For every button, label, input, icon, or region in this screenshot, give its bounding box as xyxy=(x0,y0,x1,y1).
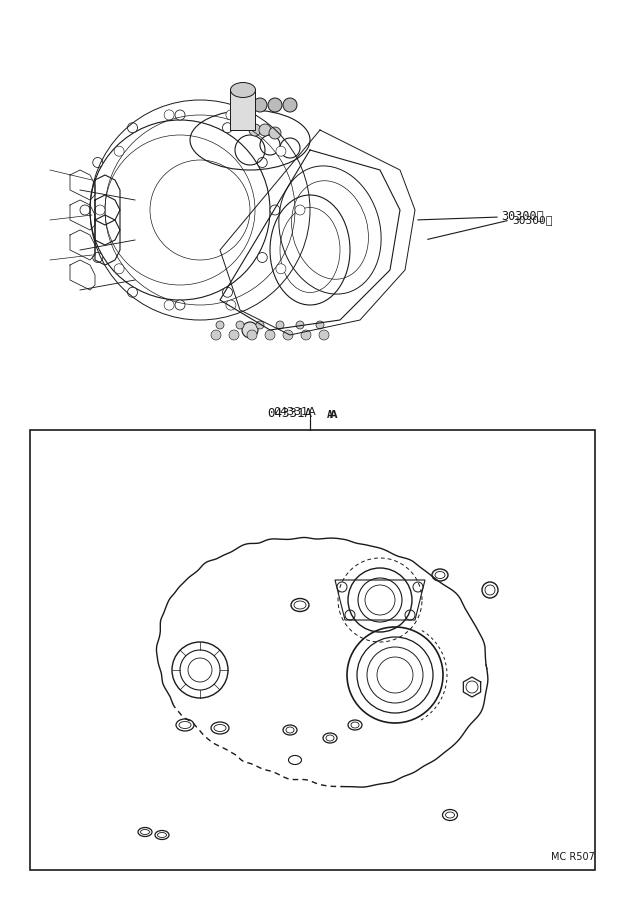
Circle shape xyxy=(249,124,261,136)
Ellipse shape xyxy=(231,83,255,97)
Circle shape xyxy=(216,321,224,329)
Circle shape xyxy=(257,253,267,263)
Bar xyxy=(230,90,255,130)
Circle shape xyxy=(269,127,281,139)
Circle shape xyxy=(296,321,304,329)
Circle shape xyxy=(93,253,103,263)
Circle shape xyxy=(276,264,286,274)
Circle shape xyxy=(265,330,275,340)
Circle shape xyxy=(256,321,264,329)
Circle shape xyxy=(114,264,124,274)
Circle shape xyxy=(268,98,282,112)
Circle shape xyxy=(93,158,103,167)
Circle shape xyxy=(276,146,286,157)
Circle shape xyxy=(259,124,271,136)
Text: A: A xyxy=(330,410,338,420)
Circle shape xyxy=(257,158,267,167)
Circle shape xyxy=(319,330,329,340)
Circle shape xyxy=(301,330,311,340)
Bar xyxy=(30,430,595,870)
Text: 04331A: 04331A xyxy=(267,407,313,420)
Circle shape xyxy=(270,205,280,215)
Circle shape xyxy=(283,98,297,112)
Circle shape xyxy=(175,110,185,120)
Circle shape xyxy=(95,205,105,215)
Text: 30300〉: 30300〉 xyxy=(501,211,544,223)
Circle shape xyxy=(295,205,305,215)
Circle shape xyxy=(164,300,174,310)
Circle shape xyxy=(316,321,324,329)
Circle shape xyxy=(128,287,138,297)
Circle shape xyxy=(80,205,90,215)
Text: 30300〉: 30300〉 xyxy=(512,215,553,225)
Circle shape xyxy=(242,322,258,338)
Circle shape xyxy=(236,321,244,329)
Circle shape xyxy=(222,287,232,297)
Circle shape xyxy=(226,110,236,120)
Text: 04331A: 04331A xyxy=(273,407,316,417)
Circle shape xyxy=(226,300,236,310)
Circle shape xyxy=(175,300,185,310)
Circle shape xyxy=(247,330,257,340)
Circle shape xyxy=(253,98,267,112)
Circle shape xyxy=(164,110,174,120)
Circle shape xyxy=(114,146,124,157)
Text: MC R507: MC R507 xyxy=(551,852,595,862)
Circle shape xyxy=(283,330,293,340)
Circle shape xyxy=(211,330,221,340)
Circle shape xyxy=(222,122,232,132)
Circle shape xyxy=(276,321,284,329)
Text: A: A xyxy=(327,410,333,420)
Circle shape xyxy=(128,122,138,132)
Circle shape xyxy=(229,330,239,340)
